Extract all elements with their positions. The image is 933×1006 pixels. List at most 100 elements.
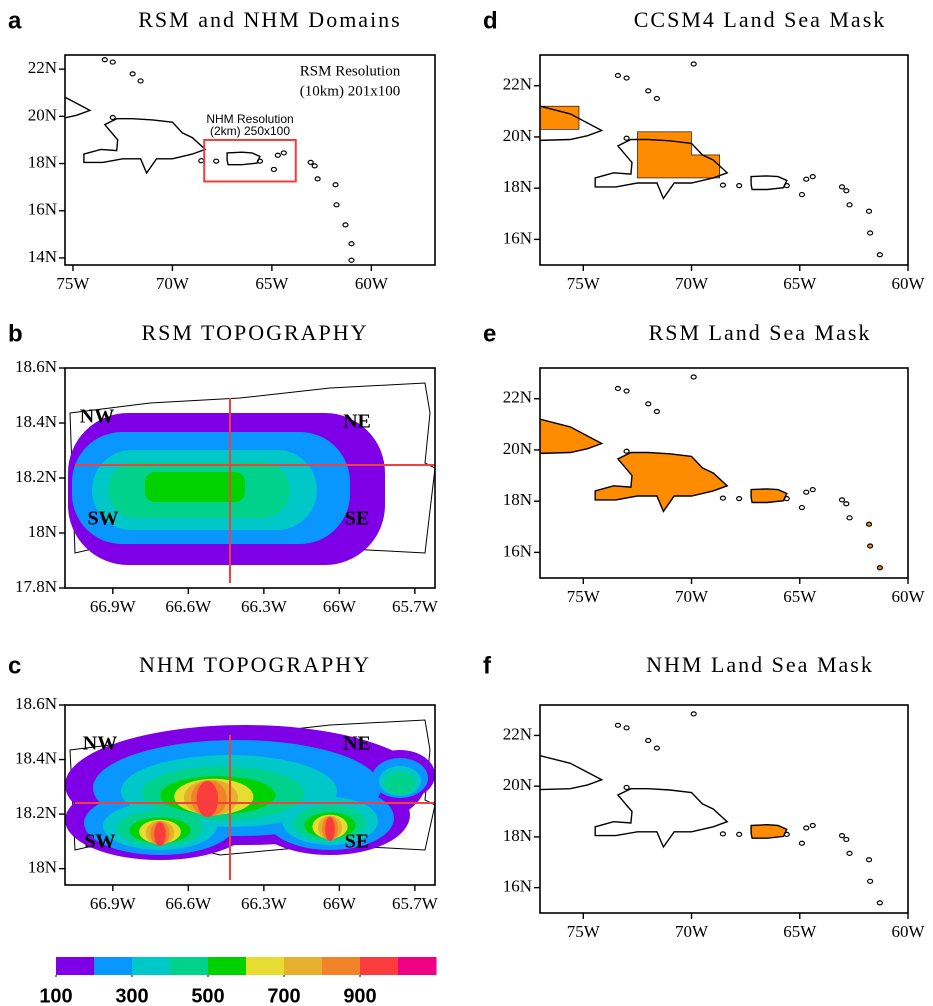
y-tick-label: 16N bbox=[503, 541, 532, 560]
island bbox=[348, 257, 355, 263]
island bbox=[876, 900, 883, 906]
coast bbox=[594, 138, 729, 200]
map-layer bbox=[540, 374, 889, 608]
topo-contour bbox=[325, 817, 335, 842]
region-label: SE bbox=[345, 508, 369, 530]
panel-letter: a bbox=[8, 7, 22, 34]
island bbox=[846, 850, 853, 856]
y-tick-label: 22N bbox=[503, 75, 532, 94]
y-tick-label: 20N bbox=[503, 775, 532, 794]
colorbar-label: 100 bbox=[39, 985, 72, 1006]
island bbox=[884, 291, 889, 295]
region-label: NW bbox=[80, 406, 114, 428]
map-layer bbox=[540, 711, 883, 906]
island bbox=[843, 836, 850, 843]
frame bbox=[539, 704, 909, 914]
region-label: NE bbox=[343, 733, 371, 755]
panel-letter: c bbox=[8, 652, 21, 679]
island bbox=[109, 59, 116, 65]
panel-title: NHM Land Sea Mask bbox=[646, 652, 874, 677]
map-layer bbox=[540, 61, 889, 295]
coast bbox=[540, 754, 604, 791]
island bbox=[348, 241, 355, 247]
topo-contour bbox=[145, 472, 245, 502]
island bbox=[653, 95, 660, 102]
x-tick-label: 70W bbox=[675, 587, 709, 606]
coast bbox=[83, 118, 207, 175]
island bbox=[783, 831, 790, 837]
island bbox=[690, 711, 697, 717]
coast bbox=[594, 451, 729, 513]
x-tick-label: 65W bbox=[783, 274, 817, 293]
map-layer bbox=[68, 382, 435, 583]
region-label: SW bbox=[84, 831, 115, 853]
island bbox=[307, 159, 314, 165]
island bbox=[198, 158, 205, 164]
y-tick-label: 16N bbox=[503, 228, 532, 247]
island bbox=[736, 496, 743, 502]
y-tick-label: 18N bbox=[28, 858, 57, 877]
island bbox=[256, 158, 264, 164]
colorbar-label: 900 bbox=[343, 985, 376, 1006]
x-tick-label: 65.7W bbox=[392, 894, 439, 913]
island bbox=[736, 831, 743, 837]
colorbar-box bbox=[170, 957, 209, 975]
y-tick-label: 20N bbox=[503, 126, 532, 145]
island bbox=[865, 208, 873, 214]
x-tick-label: 75W bbox=[567, 587, 601, 606]
island bbox=[311, 163, 318, 169]
x-tick-label: 65W bbox=[255, 274, 289, 293]
island bbox=[884, 604, 889, 608]
x-tick-label: 66.9W bbox=[90, 597, 137, 616]
y-tick-label: 22N bbox=[503, 388, 532, 407]
island bbox=[803, 489, 810, 495]
colorbar-box bbox=[284, 957, 323, 975]
y-tick-label: 22N bbox=[28, 58, 57, 77]
island bbox=[867, 543, 874, 549]
island bbox=[783, 496, 790, 502]
panel-title: NHM TOPOGRAPHY bbox=[139, 652, 371, 677]
island bbox=[865, 857, 873, 863]
island bbox=[838, 184, 846, 190]
x-tick-label: 70W bbox=[156, 274, 190, 293]
colorbar-box bbox=[94, 957, 133, 975]
annotation: (2km) 250x100 bbox=[210, 124, 290, 138]
y-tick-label: 18N bbox=[503, 177, 532, 196]
island bbox=[274, 152, 281, 158]
panel-letter: d bbox=[483, 7, 498, 34]
island bbox=[798, 191, 806, 198]
coast bbox=[594, 788, 729, 849]
island bbox=[653, 745, 660, 751]
x-tick-label: 70W bbox=[675, 274, 709, 293]
colorbar-label: 300 bbox=[115, 985, 148, 1006]
colorbar-box bbox=[398, 957, 437, 975]
island bbox=[803, 825, 810, 831]
island bbox=[798, 840, 806, 846]
y-tick-label: 20N bbox=[28, 105, 57, 124]
island bbox=[736, 183, 743, 189]
x-tick-label: 60W bbox=[891, 922, 925, 941]
frame bbox=[64, 54, 436, 266]
x-tick-label: 65.7W bbox=[392, 597, 439, 616]
island bbox=[838, 833, 846, 839]
island bbox=[333, 202, 340, 208]
annotation: RSM Resolution bbox=[300, 63, 401, 79]
region-label: NW bbox=[83, 733, 117, 755]
panel-title: RSM Land Sea Mask bbox=[649, 320, 872, 345]
topo-contour bbox=[154, 822, 166, 847]
island bbox=[843, 188, 850, 194]
map-layer bbox=[65, 719, 435, 880]
y-tick-label: 16N bbox=[28, 200, 57, 219]
island bbox=[798, 504, 806, 511]
x-tick-label: 75W bbox=[567, 922, 601, 941]
x-tick-label: 75W bbox=[567, 274, 601, 293]
x-tick-label: 60W bbox=[355, 274, 389, 293]
island bbox=[843, 501, 850, 507]
island bbox=[213, 158, 220, 164]
x-tick-label: 66.3W bbox=[241, 597, 288, 616]
island bbox=[846, 515, 853, 521]
y-tick-label: 18N bbox=[28, 152, 57, 171]
mask-cell bbox=[637, 131, 720, 179]
x-tick-label: 66.6W bbox=[165, 597, 212, 616]
map-layer bbox=[65, 57, 355, 263]
